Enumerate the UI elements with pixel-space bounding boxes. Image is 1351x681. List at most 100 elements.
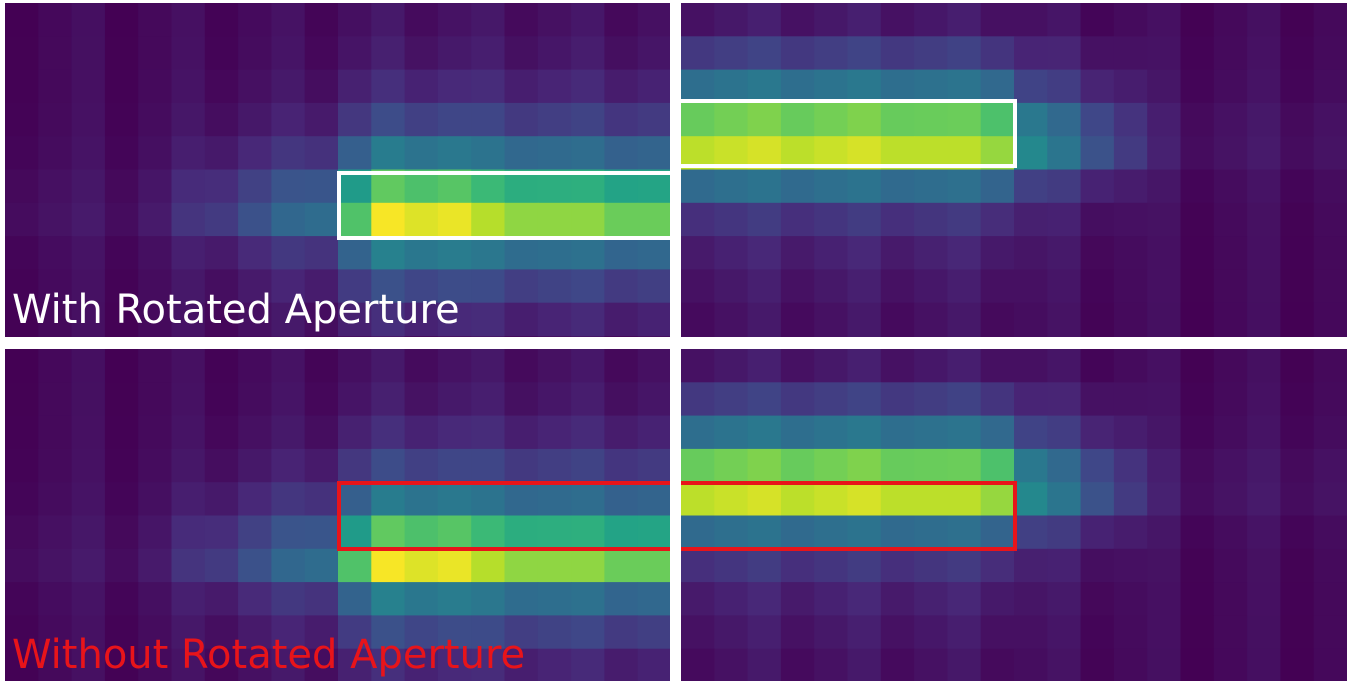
heatmap-cell — [437, 102, 472, 137]
heatmap-cell — [780, 3, 815, 37]
heatmap-cell — [138, 3, 172, 37]
heatmap-cell — [437, 202, 472, 237]
heatmap-cell — [171, 448, 206, 483]
heatmap-cell — [338, 415, 372, 450]
heatmap-cell — [371, 515, 406, 550]
heatmap-cell — [304, 3, 339, 37]
heatmap-cell — [1180, 415, 1215, 450]
heatmap-cell — [681, 169, 715, 204]
heatmap-cell — [338, 102, 372, 137]
heatmap-cell — [780, 648, 815, 681]
heatmap-cell — [681, 448, 715, 483]
heatmap-cell — [1280, 548, 1315, 583]
heatmap-cell — [204, 269, 239, 304]
heatmap-cell — [204, 615, 239, 650]
heatmap-cell — [880, 648, 915, 681]
heatmap-cell — [404, 302, 439, 337]
heatmap-cell — [1113, 515, 1148, 550]
heatmap-cell — [1113, 382, 1148, 417]
heatmap-cell — [980, 169, 1015, 204]
heatmap-cell — [604, 515, 639, 550]
heatmap-cell — [437, 169, 472, 204]
heatmap-cell — [1280, 202, 1315, 237]
heatmap-cell — [104, 36, 139, 71]
heatmap-cell — [404, 482, 439, 516]
heatmap-cell — [914, 648, 948, 681]
heatmap-cell — [1280, 136, 1315, 170]
heatmap-cell — [338, 169, 372, 204]
heatmap-cell — [271, 202, 306, 237]
heatmap-cell — [747, 515, 782, 550]
heatmap-cell — [371, 582, 406, 616]
heatmap-cell — [780, 515, 815, 550]
heatmap-cell — [271, 582, 306, 616]
heatmap-cell — [847, 169, 882, 204]
heatmap-cell — [1213, 349, 1248, 383]
heatmap-cell — [238, 36, 272, 71]
heatmap-cell — [1313, 448, 1347, 483]
heatmap-cell — [204, 349, 239, 383]
heatmap-cell — [880, 482, 915, 516]
heatmap-cell — [714, 202, 749, 237]
heatmap-cell — [1014, 236, 1048, 270]
heatmap-cell — [604, 302, 639, 337]
heatmap-cell — [1080, 415, 1115, 450]
heatmap-cell — [71, 36, 106, 71]
heatmap-cell — [204, 336, 239, 337]
heatmap-cell — [504, 448, 539, 483]
heatmap-cell — [1180, 269, 1215, 304]
heatmap-cell — [1280, 615, 1315, 650]
heatmap-cell — [780, 482, 815, 516]
heatmap-cell — [1147, 615, 1181, 650]
heatmap-cell — [1313, 102, 1347, 137]
heatmap-cell — [5, 136, 39, 170]
heatmap-cell — [814, 515, 848, 550]
heatmap-cell — [504, 202, 539, 237]
heatmap-cell — [780, 615, 815, 650]
heatmap-cell — [947, 102, 982, 137]
heatmap-cell — [914, 236, 948, 270]
heatmap-cell — [204, 415, 239, 450]
heatmap-cell — [1080, 302, 1115, 337]
heatmap-cell — [780, 349, 815, 383]
heatmap-cell — [1313, 349, 1347, 383]
heatmap-cell — [1280, 482, 1315, 516]
heatmap-cell — [404, 69, 439, 104]
heatmap-cell — [681, 349, 715, 383]
heatmap-cell — [371, 648, 406, 681]
heatmap-cell — [1247, 648, 1281, 681]
heatmap-cell — [1047, 349, 1082, 383]
heatmap-cell — [537, 336, 572, 337]
heatmap-cell — [604, 482, 639, 516]
heatmap-cell — [338, 3, 372, 37]
heatmap-cell — [204, 302, 239, 337]
heatmap-cell — [371, 202, 406, 237]
heatmap-cell — [537, 169, 572, 204]
heatmap-cell — [171, 582, 206, 616]
heatmap-cell — [1313, 515, 1347, 550]
heatmap-cell — [604, 202, 639, 237]
heatmap-cell — [880, 415, 915, 450]
heatmap-cell — [637, 349, 671, 383]
heatmap-cell — [271, 136, 306, 170]
heatmap-cell — [1280, 336, 1315, 337]
heatmap-cell — [1047, 515, 1082, 550]
heatmap-cell — [637, 582, 671, 616]
heatmap-cell — [1180, 349, 1215, 383]
heatmap-cell — [947, 648, 982, 681]
heatmap-cell — [271, 382, 306, 417]
heatmap-cell — [747, 482, 782, 516]
heatmap-cell — [238, 202, 272, 237]
heatmap-cell — [637, 548, 671, 583]
heatmap-cell — [537, 202, 572, 237]
heatmap-cell — [404, 236, 439, 270]
heatmap-cell — [71, 136, 106, 170]
heatmap-cell — [571, 336, 605, 337]
heatmap-cell — [371, 482, 406, 516]
heatmap-cell — [1113, 236, 1148, 270]
heatmap-cell — [980, 269, 1015, 304]
heatmap-cell — [471, 548, 505, 583]
heatmap-cell — [604, 548, 639, 583]
heatmap-cell — [1080, 336, 1115, 337]
heatmap-cell — [504, 648, 539, 681]
